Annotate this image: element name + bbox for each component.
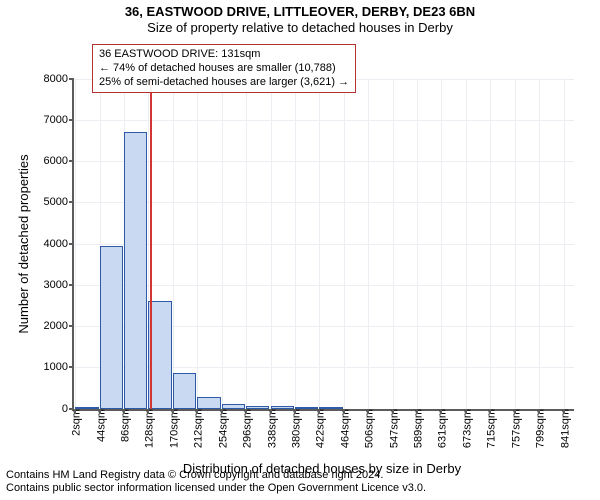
plot-area: 0100020003000400050006000700080002sqm44s… <box>72 79 574 411</box>
x-tick-label: 254sqm <box>214 409 229 448</box>
histogram-bar <box>319 407 342 409</box>
annotation-line: ← 74% of detached houses are smaller (10… <box>99 62 349 76</box>
x-tick-label: 841sqm <box>556 409 571 448</box>
page-title: 36, EASTWOOD DRIVE, LITTLEOVER, DERBY, D… <box>0 0 600 20</box>
x-tick-label: 380sqm <box>287 409 302 448</box>
histogram-bar <box>124 132 147 408</box>
footer-line: Contains public sector information licen… <box>6 482 594 496</box>
y-axis-label: Number of detached properties <box>16 154 31 333</box>
x-tick-label: 338sqm <box>263 409 278 448</box>
x-tick-label: 506sqm <box>361 409 376 448</box>
x-tick-label: 547sqm <box>385 409 400 448</box>
histogram-bar <box>246 406 269 409</box>
property-marker-line <box>150 79 152 409</box>
x-tick-label: 128sqm <box>141 409 156 448</box>
x-tick-label: 170sqm <box>165 409 180 448</box>
histogram-bar <box>173 373 196 408</box>
x-tick-label: 464sqm <box>336 409 351 448</box>
histogram-bar <box>295 407 318 409</box>
x-tick-label: 715sqm <box>483 409 498 448</box>
x-tick-label: 212sqm <box>190 409 205 448</box>
histogram-bar <box>222 404 245 409</box>
page-subtitle: Size of property relative to detached ho… <box>0 20 600 36</box>
x-tick-label: 757sqm <box>507 409 522 448</box>
x-tick-label: 296sqm <box>239 409 254 448</box>
histogram-bar <box>197 397 220 409</box>
x-tick-label: 673sqm <box>458 409 473 448</box>
footer-line: Contains HM Land Registry data © Crown c… <box>6 469 594 483</box>
histogram-bar <box>271 406 294 408</box>
x-tick-label: 589sqm <box>410 409 425 448</box>
x-tick-label: 631sqm <box>434 409 449 448</box>
annotation-line: 36 EASTWOOD DRIVE: 131sqm <box>99 48 349 62</box>
annotation-line: 25% of semi-detached houses are larger (… <box>99 76 349 90</box>
marker-annotation: 36 EASTWOOD DRIVE: 131sqm ← 74% of detac… <box>92 44 356 93</box>
histogram-bar <box>100 246 123 409</box>
x-tick-label: 799sqm <box>532 409 547 448</box>
attribution-footer: Contains HM Land Registry data © Crown c… <box>6 469 594 497</box>
histogram-bar <box>75 407 98 409</box>
x-tick-label: 422sqm <box>312 409 327 448</box>
